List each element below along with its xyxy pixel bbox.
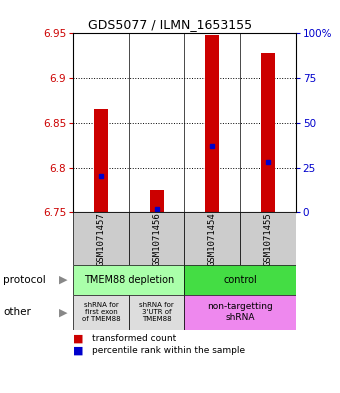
FancyBboxPatch shape [184, 265, 296, 295]
FancyBboxPatch shape [73, 295, 129, 330]
Text: TMEM88 depletion: TMEM88 depletion [84, 275, 174, 285]
Bar [94, 109, 108, 212]
FancyBboxPatch shape [184, 295, 296, 330]
Text: protocol: protocol [3, 275, 46, 285]
Bar [150, 190, 164, 212]
FancyBboxPatch shape [184, 212, 240, 265]
Text: other: other [3, 307, 31, 318]
Text: control: control [223, 275, 257, 285]
FancyBboxPatch shape [73, 212, 129, 265]
Bar [261, 53, 275, 212]
FancyBboxPatch shape [129, 295, 184, 330]
FancyBboxPatch shape [129, 212, 184, 265]
Text: ■: ■ [73, 345, 84, 356]
FancyBboxPatch shape [240, 212, 296, 265]
Text: shRNA for
first exon
of TMEM88: shRNA for first exon of TMEM88 [82, 303, 120, 322]
Text: GSM1071457: GSM1071457 [97, 212, 105, 266]
Bar [205, 35, 219, 212]
Text: ■: ■ [73, 334, 84, 344]
Text: ▶: ▶ [58, 307, 67, 318]
Text: GSM1071455: GSM1071455 [264, 212, 272, 266]
Text: GSM1071456: GSM1071456 [152, 212, 161, 266]
Text: percentile rank within the sample: percentile rank within the sample [92, 346, 245, 355]
FancyBboxPatch shape [73, 265, 184, 295]
Text: ▶: ▶ [58, 275, 67, 285]
Text: shRNA for
3'UTR of
TMEM88: shRNA for 3'UTR of TMEM88 [139, 303, 174, 322]
Text: GDS5077 / ILMN_1653155: GDS5077 / ILMN_1653155 [88, 18, 252, 31]
Text: non-targetting
shRNA: non-targetting shRNA [207, 302, 273, 323]
Text: GSM1071454: GSM1071454 [208, 212, 217, 266]
Text: transformed count: transformed count [92, 334, 176, 343]
